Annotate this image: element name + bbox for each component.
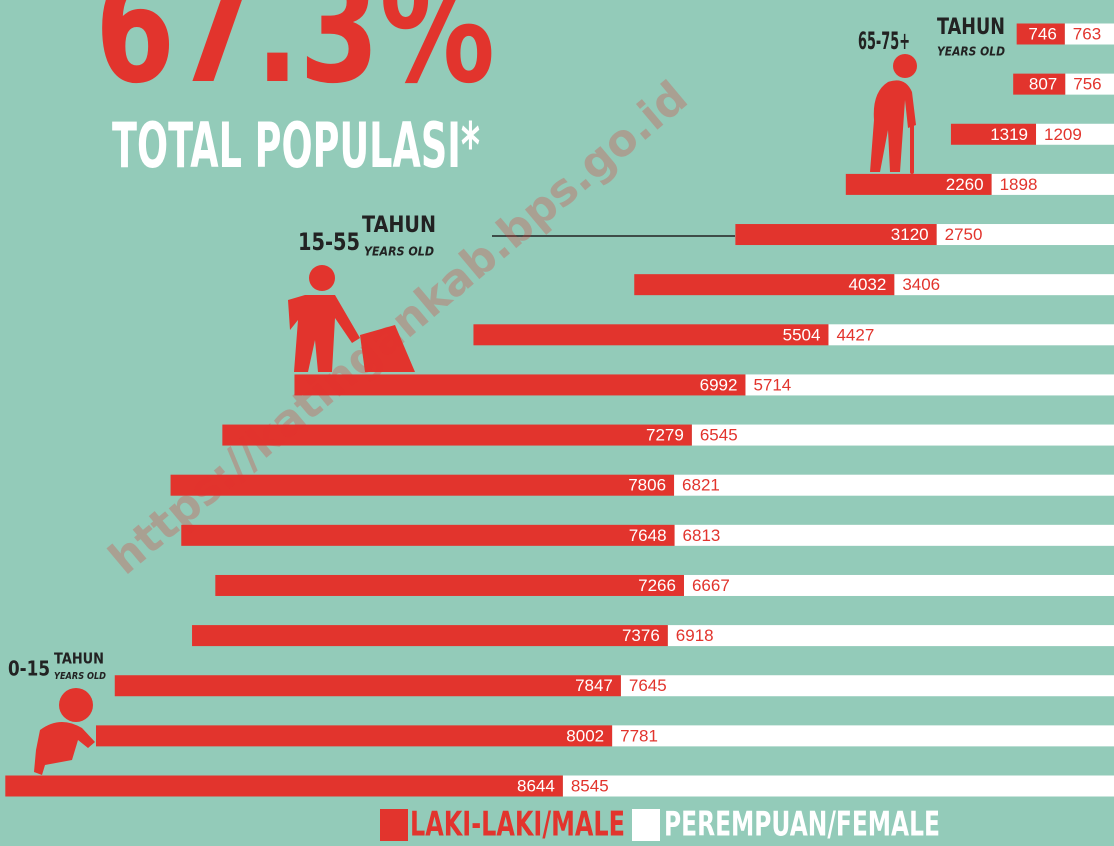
male-value-label: 746 bbox=[1028, 24, 1056, 43]
female-value-label: 6813 bbox=[683, 526, 721, 545]
male-value-label: 6992 bbox=[700, 375, 738, 394]
female-bar bbox=[621, 675, 1114, 696]
age-note: YEARS OLD bbox=[364, 245, 434, 259]
subtitle: TOTAL POPULASI* bbox=[112, 109, 480, 182]
female-value-label: 6918 bbox=[676, 626, 714, 645]
male-value-label: 7806 bbox=[628, 476, 666, 495]
female-bar bbox=[612, 725, 1114, 746]
age-range: 65-75+ bbox=[858, 27, 910, 55]
age-unit: TAHUN bbox=[937, 15, 1005, 40]
age-note: YEARS OLD bbox=[54, 671, 106, 682]
age-unit: TAHUN bbox=[54, 650, 104, 668]
female-value-label: 6821 bbox=[682, 476, 720, 495]
legend-label: LAKI-LAKI/MALE bbox=[410, 805, 625, 845]
male-value-label: 807 bbox=[1029, 75, 1057, 94]
female-value-label: 1209 bbox=[1044, 125, 1082, 144]
male-value-label: 4032 bbox=[848, 275, 886, 294]
female-bar bbox=[563, 776, 1114, 797]
female-bar bbox=[692, 425, 1114, 446]
chart: 67.3% TOTAL POPULASI* 746 763 807 756 1319 12… bbox=[0, 0, 1114, 846]
male-value-label: 7376 bbox=[622, 626, 660, 645]
male-value-label: 7648 bbox=[629, 526, 667, 545]
page: 67.3% TOTAL POPULASI* 746 763 807 756 1319 12… bbox=[0, 0, 1114, 846]
female-value-label: 6667 bbox=[692, 576, 730, 595]
female-value-label: 7781 bbox=[620, 726, 658, 745]
age-range: 0-15 bbox=[8, 657, 50, 681]
male-value-label: 7847 bbox=[575, 676, 613, 695]
legend-swatch bbox=[380, 809, 408, 841]
female-value-label: 763 bbox=[1073, 24, 1101, 43]
female-bar bbox=[684, 575, 1114, 596]
male-value-label: 1319 bbox=[990, 125, 1028, 144]
age-note: YEARS OLD bbox=[937, 45, 1005, 59]
headline: 67.3% bbox=[95, 0, 495, 117]
female-value-label: 1898 bbox=[1000, 175, 1038, 194]
legend: LAKI-LAKI/MALE PEREMPUAN/FEMALE bbox=[380, 805, 940, 845]
female-value-label: 3406 bbox=[902, 275, 940, 294]
female-value-label: 8545 bbox=[571, 776, 609, 795]
legend-swatch bbox=[632, 809, 660, 841]
male-value-label: 7279 bbox=[646, 426, 684, 445]
male-bar bbox=[192, 625, 668, 646]
male-value-label: 3120 bbox=[891, 225, 929, 244]
male-value-label: 7266 bbox=[638, 576, 676, 595]
age-range: 15-55 bbox=[298, 228, 360, 256]
male-bar bbox=[181, 525, 674, 546]
female-value-label: 5714 bbox=[753, 375, 791, 394]
female-bar bbox=[745, 374, 1114, 395]
female-bar bbox=[674, 475, 1114, 496]
female-value-label: 7645 bbox=[629, 676, 667, 695]
legend-label: PEREMPUAN/FEMALE bbox=[664, 805, 940, 845]
male-bar bbox=[5, 776, 563, 797]
female-value-label: 756 bbox=[1073, 75, 1101, 94]
female-bar bbox=[668, 625, 1114, 646]
male-bar bbox=[96, 725, 612, 746]
male-bar bbox=[115, 675, 621, 696]
female-bar bbox=[675, 525, 1114, 546]
female-value-label: 2750 bbox=[945, 225, 983, 244]
age-unit: TAHUN bbox=[362, 213, 436, 238]
female-value-label: 4427 bbox=[836, 325, 874, 344]
female-value-label: 6545 bbox=[700, 426, 738, 445]
male-value-label: 5504 bbox=[783, 325, 821, 344]
male-bar bbox=[473, 324, 828, 345]
male-value-label: 8644 bbox=[517, 776, 555, 795]
male-value-label: 8002 bbox=[566, 726, 604, 745]
male-bar bbox=[215, 575, 684, 596]
male-value-label: 2260 bbox=[946, 175, 984, 194]
